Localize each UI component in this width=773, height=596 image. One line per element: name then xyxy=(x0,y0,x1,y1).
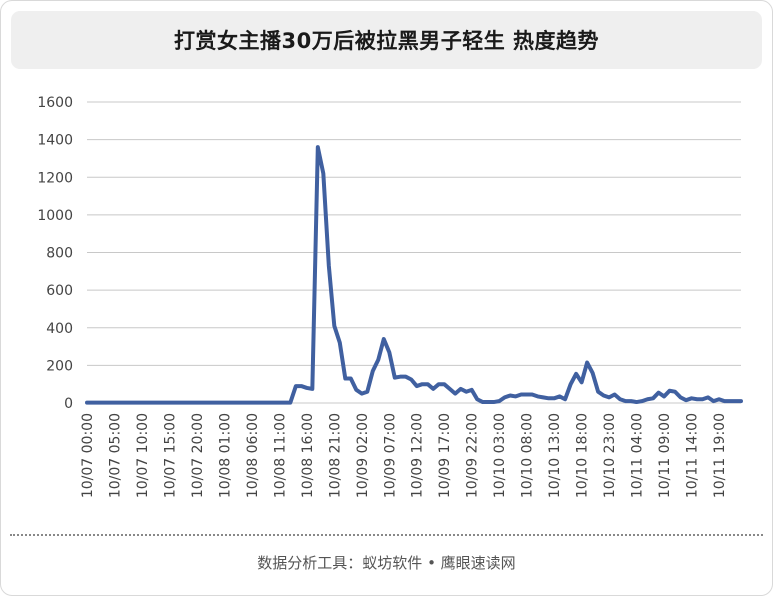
x-tick-label: 10/09 07:00 xyxy=(382,413,398,498)
footer-divider xyxy=(10,534,763,536)
x-tick-label: 10/09 22:00 xyxy=(465,413,481,498)
x-tick-label: 10/07 00:00 xyxy=(80,413,96,498)
x-tick-label: 10/08 16:00 xyxy=(300,413,316,498)
x-tick-label: 10/09 12:00 xyxy=(410,413,426,498)
footer-credit: 数据分析工具：蚁坊软件 • 鹰眼速读网 xyxy=(257,554,516,572)
x-tick-label: 10/07 20:00 xyxy=(190,413,206,498)
y-tick-label: 400 xyxy=(46,321,73,337)
x-tick-label: 10/10 23:00 xyxy=(602,413,618,498)
line-chart: 0 200 400 600 800 1000 1200 1400 1600 10/07 00:0… xyxy=(37,95,743,498)
x-tick-label: 10/09 17:00 xyxy=(437,413,453,498)
x-tick-label: 10/07 05:00 xyxy=(107,413,123,498)
series-line-0 xyxy=(85,145,743,405)
y-tick-label: 200 xyxy=(46,358,73,374)
y-axis-ticks: 0 200 400 600 800 1000 1200 1400 1600 xyxy=(37,95,73,412)
x-tick-label: 10/08 21:00 xyxy=(327,413,343,498)
y-tick-label: 1600 xyxy=(37,95,73,111)
gridlines xyxy=(87,101,741,404)
chart-title: 打赏女主播30万后被拉黑男子轻生 热度趋势 xyxy=(173,29,600,53)
x-axis-ticks: 10/07 00:00 10/07 05:00 10/07 10:00 10/07 1… xyxy=(80,413,728,498)
y-tick-label: 1200 xyxy=(37,170,73,186)
x-tick-label: 10/11 09:00 xyxy=(657,413,673,498)
title-banner: 打赏女主播30万后被拉黑男子轻生 热度趋势 xyxy=(11,11,762,69)
y-tick-label: 1400 xyxy=(37,133,73,149)
x-tick-label: 10/09 02:00 xyxy=(355,413,371,498)
x-tick-label: 10/10 18:00 xyxy=(575,413,591,498)
x-tick-label: 10/07 10:00 xyxy=(135,413,151,498)
x-tick-label: 10/10 08:00 xyxy=(520,413,536,498)
y-tick-label: 800 xyxy=(46,246,73,262)
series-layer xyxy=(85,145,743,405)
x-tick-label: 10/11 19:00 xyxy=(712,413,728,498)
x-tick-label: 10/11 04:00 xyxy=(630,413,646,498)
x-tick-label: 10/10 03:00 xyxy=(492,413,508,498)
y-tick-label: 600 xyxy=(46,283,73,299)
y-tick-label: 0 xyxy=(64,396,73,412)
x-tick-label: 10/08 06:00 xyxy=(245,413,261,498)
x-tick-label: 10/10 13:00 xyxy=(547,413,563,498)
x-tick-label: 10/08 11:00 xyxy=(272,413,288,498)
x-tick-label: 10/07 15:00 xyxy=(162,413,178,498)
x-tick-label: 10/08 01:00 xyxy=(217,413,233,498)
y-tick-label: 1000 xyxy=(37,208,73,224)
x-tick-label: 10/11 14:00 xyxy=(685,413,701,498)
